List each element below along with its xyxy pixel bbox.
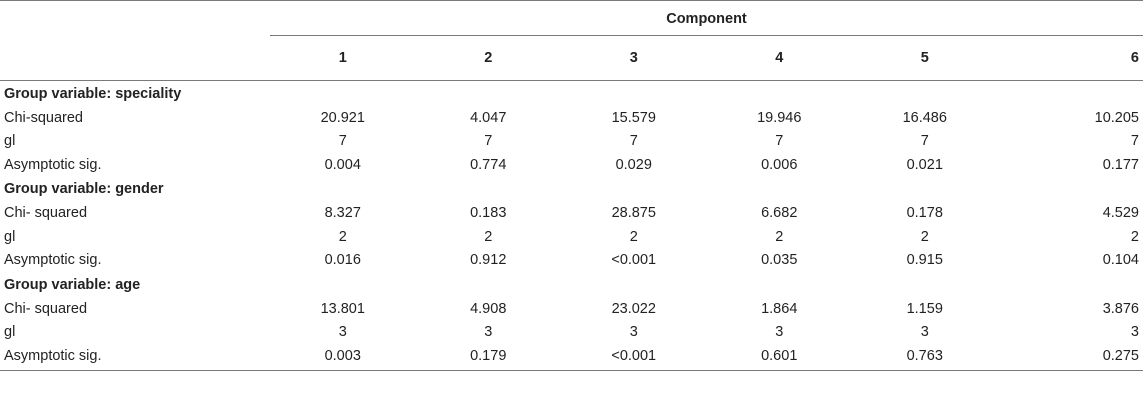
row-label: Chi- squared <box>4 300 88 317</box>
table-cell: 0.006 <box>761 156 798 173</box>
table-cell: 2 <box>629 228 638 245</box>
table-cell: 0.183 <box>470 205 507 222</box>
header-blank-cell <box>0 3 270 36</box>
table-cell: 3 <box>920 324 929 341</box>
table-cell: 2 <box>920 228 929 245</box>
component-number: 3 <box>561 35 707 81</box>
table-row: gl 7 7 7 7 7 7 <box>0 130 1143 154</box>
row-label: gl <box>4 133 16 150</box>
table-cell: 28.875 <box>611 205 656 222</box>
table-cell: 16.486 <box>902 109 947 126</box>
table-cell: 0.763 <box>906 347 943 364</box>
table-cell: 0.275 <box>1102 347 1139 364</box>
component-number: 4 <box>706 35 852 81</box>
table-cell: 23.022 <box>611 300 656 317</box>
table-body: Group variable: speciality Chi-squared 20.… <box>0 81 1143 368</box>
row-label: Chi- squared <box>4 205 88 222</box>
table-cell: 0.004 <box>324 156 361 173</box>
group-title: Group variable: speciality <box>4 85 182 102</box>
table-cell: 0.915 <box>906 252 943 269</box>
table-cell: 8.327 <box>324 205 361 222</box>
table-cell: 0.178 <box>906 205 943 222</box>
table-row: gl 2 2 2 2 2 2 <box>0 225 1143 249</box>
table-cell: 7 <box>629 133 638 150</box>
table-row: Chi-squared 20.921 4.047 15.579 19.946 16.486… <box>0 106 1143 130</box>
row-label: gl <box>4 324 16 341</box>
group-title: Group variable: age <box>4 276 141 293</box>
table-cell: 10.205 <box>1094 109 1139 126</box>
table-cell: 3 <box>629 324 638 341</box>
table-cell: 20.921 <box>320 109 365 126</box>
table-cell: 2 <box>338 228 347 245</box>
table-top-rule <box>0 0 1143 3</box>
group-title: Group variable: gender <box>4 181 164 197</box>
table-row: Chi- squared 13.801 4.908 23.022 1.864 1.159 3… <box>0 297 1143 321</box>
table-cell: 3 <box>1130 324 1139 341</box>
table-cell: 3 <box>338 324 347 341</box>
row-label: gl <box>4 228 16 245</box>
table-row: Asymptotic sig. 0.003 0.179 <0.001 0.601 0.76… <box>0 344 1143 368</box>
table-cell: 0.179 <box>470 347 507 364</box>
table-cell: 19.946 <box>757 109 802 126</box>
component-numbers-row: 1 2 3 4 5 6 <box>0 35 1143 81</box>
table-cell: 7 <box>920 133 929 150</box>
row-label: Chi-squared <box>4 109 83 126</box>
component-number-blank <box>0 35 270 81</box>
row-label: Asymptotic sig. <box>4 252 102 269</box>
table-cell: 0.003 <box>324 347 361 364</box>
group-header-row: Group variable: speciality <box>0 81 1143 107</box>
component-header: Component <box>270 3 1143 36</box>
table-row: gl 3 3 3 3 3 3 <box>0 321 1143 345</box>
table-cell: 4.529 <box>1102 205 1139 222</box>
component-number: 2 <box>415 35 561 81</box>
table-cell: 2 <box>775 228 784 245</box>
table-cell: 3 <box>484 324 493 341</box>
component-number: 5 <box>852 35 998 81</box>
table-cell: 13.801 <box>320 300 365 317</box>
table-cell: 0.774 <box>470 156 507 173</box>
table-cell: 2 <box>484 228 493 245</box>
row-label: Asymptotic sig. <box>4 156 102 173</box>
table-cell: 0.035 <box>761 252 798 269</box>
component-number: 1 <box>270 35 416 81</box>
table-cell: 1.159 <box>906 300 943 317</box>
table-cell: 0.104 <box>1102 252 1139 269</box>
component-header-row: Component <box>0 3 1143 36</box>
table-cell: 0.912 <box>470 252 507 269</box>
table-row: Asymptotic sig. 0.016 0.912 <0.001 0.035 0.91… <box>0 249 1143 273</box>
table-cell: 3.876 <box>1102 300 1139 317</box>
table-cell: 7 <box>484 133 493 150</box>
table-cell: 0.601 <box>761 347 798 364</box>
table-cell: 6.682 <box>761 205 798 222</box>
table-cell: 0.021 <box>906 156 943 173</box>
table-cell: <0.001 <box>611 252 657 269</box>
table-cell: 3 <box>775 324 784 341</box>
table-row: Chi- squared 8.327 0.183 28.875 6.682 0.178 4.… <box>0 202 1143 226</box>
row-label: Asymptotic sig. <box>4 347 102 364</box>
table-cell: 4.908 <box>470 300 507 317</box>
table-cell: 2 <box>1130 228 1139 245</box>
statistics-table: Component 1 2 3 4 5 6 Group variable: sp… <box>0 0 1143 371</box>
table-cell: <0.001 <box>611 347 657 364</box>
table-cell: 7 <box>775 133 784 150</box>
table-cell: 0.177 <box>1102 156 1139 173</box>
table-bottom-rule <box>0 367 1143 371</box>
group-header-row: Group variable: age <box>0 272 1143 297</box>
component-number: 6 <box>997 35 1143 81</box>
table-cell: 15.579 <box>611 109 656 126</box>
table-cell: 0.029 <box>615 156 652 173</box>
statistics-table-container: Component 1 2 3 4 5 6 Group variable: sp… <box>0 0 1143 371</box>
table-cell: 0.016 <box>324 252 361 269</box>
table-cell: 1.864 <box>761 300 798 317</box>
table-cell: 7 <box>338 133 347 150</box>
table-cell: 7 <box>1130 133 1139 150</box>
table-row: Asymptotic sig. 0.004 0.774 0.029 0.006 0.021… <box>0 153 1143 177</box>
group-header-row: Group variable: gender <box>0 177 1143 202</box>
table-cell: 4.047 <box>470 109 507 126</box>
